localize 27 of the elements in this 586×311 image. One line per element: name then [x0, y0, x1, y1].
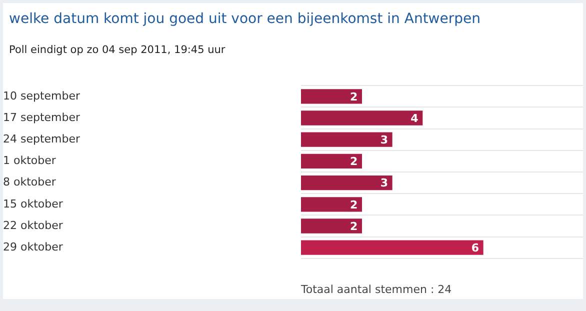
- y-tick-label: 8 oktober: [3, 176, 56, 189]
- data-label: 3: [380, 133, 388, 146]
- text: Poll eindigt op zo 04 sep 2011, 19:45 uur: [9, 44, 226, 56]
- y-tick-label: 10 september: [3, 89, 81, 102]
- bar: [301, 132, 392, 147]
- data-label: 2: [350, 220, 358, 233]
- y-tick-label: 22 oktober: [3, 218, 64, 232]
- bar: [301, 240, 484, 255]
- data-label: 6: [471, 241, 480, 254]
- data-label: 4: [410, 112, 419, 125]
- y-tick-label: 17 september: [3, 110, 81, 124]
- y-tick-label: 1 oktober: [3, 154, 56, 168]
- data-label: 2: [350, 90, 358, 104]
- bar: [301, 197, 362, 212]
- bar: [301, 175, 392, 190]
- bar: [301, 218, 362, 234]
- text: Totaal aantal stemmen : 24: [301, 283, 452, 296]
- y-tick-label: 29 oktober: [3, 240, 64, 254]
- data-label: 3: [380, 176, 388, 190]
- bar: [301, 89, 362, 104]
- bar: [301, 154, 362, 169]
- data-label: 2: [350, 155, 358, 168]
- chart-title: welke datum komt jou goed uit voor een bijeenkomst in Antwerpen: [9, 11, 481, 27]
- bar: [301, 110, 423, 126]
- y-tick-label: 24 september: [3, 132, 81, 146]
- data-label: 2: [350, 198, 358, 212]
- y-tick-label: 15 oktober: [3, 197, 64, 210]
